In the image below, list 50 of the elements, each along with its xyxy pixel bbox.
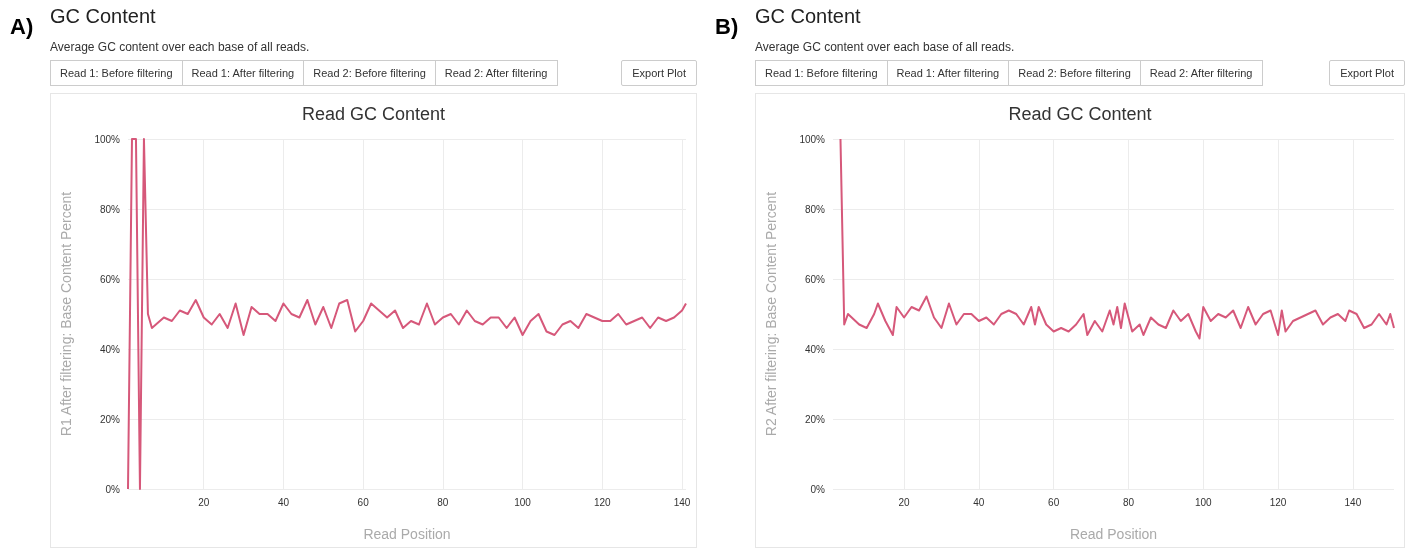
text: GC Content <box>50 5 156 28</box>
y-tick-label: 20% <box>804 413 826 425</box>
y-tick-label: 0% <box>810 483 826 495</box>
text: Average GC content over each base of all reads. <box>755 40 1015 54</box>
y-tick-label: 80% <box>99 203 121 215</box>
y-tick-label: 100% <box>799 133 826 145</box>
x-tick-label: 80 <box>437 496 449 508</box>
y-tick-label: 60% <box>804 273 826 285</box>
x-tick-label: 120 <box>1269 496 1287 508</box>
text: Read 2: Before filtering <box>304 60 436 86</box>
x-tick-label: 100 <box>1194 496 1213 508</box>
text: Export Plot <box>1329 60 1405 86</box>
x-axis-title: Read Position <box>1069 526 1158 542</box>
x-tick-label: 60 <box>357 496 370 508</box>
x-tick-label: 20 <box>198 496 210 508</box>
y-axis-title: R1 After filtering: Base Content Percent <box>58 191 74 437</box>
text: Average GC content over each base of all reads. <box>50 40 310 54</box>
text: Read 1: Before filtering <box>755 60 888 86</box>
line-series <box>127 138 687 490</box>
x-tick-label: 40 <box>277 496 290 508</box>
text: Read 1: Before filtering <box>50 60 183 86</box>
x-tick-label: 140 <box>673 496 691 508</box>
text: Read 2: After filtering <box>1140 60 1263 86</box>
x-tick-label: 60 <box>1048 496 1060 508</box>
chart-title: Read GC Content <box>1008 104 1152 124</box>
x-tick-label: 120 <box>593 496 612 508</box>
x-tick-label: 40 <box>973 496 985 508</box>
x-tick-label: 140 <box>1344 496 1362 508</box>
chart-title: Read GC Content <box>301 104 446 124</box>
text: A) <box>10 14 34 40</box>
x-tick-label: 100 <box>514 496 532 508</box>
text: Read 1: After filtering <box>887 60 1010 86</box>
text: B) <box>715 14 739 40</box>
y-tick-label: 60% <box>99 273 121 285</box>
y-tick-label: 100% <box>94 133 121 145</box>
x-tick-label: 80 <box>1122 496 1135 508</box>
text: GC Content <box>755 5 861 28</box>
text: Read 1: After filtering <box>182 60 305 86</box>
y-tick-label: 80% <box>804 203 826 215</box>
y-tick-label: 0% <box>105 483 121 495</box>
y-axis-title: R2 After filtering: Base Content Percent <box>763 191 779 437</box>
text: Export Plot <box>621 60 697 86</box>
y-tick-label: 40% <box>804 343 826 355</box>
line-series <box>839 138 1395 340</box>
x-axis-title: Read Position <box>363 526 451 542</box>
y-tick-label: 40% <box>99 343 121 355</box>
text: Read 2: After filtering <box>435 60 558 86</box>
y-tick-label: 20% <box>99 413 121 425</box>
x-tick-label: 20 <box>898 496 911 508</box>
text: Read 2: Before filtering <box>1009 60 1141 86</box>
